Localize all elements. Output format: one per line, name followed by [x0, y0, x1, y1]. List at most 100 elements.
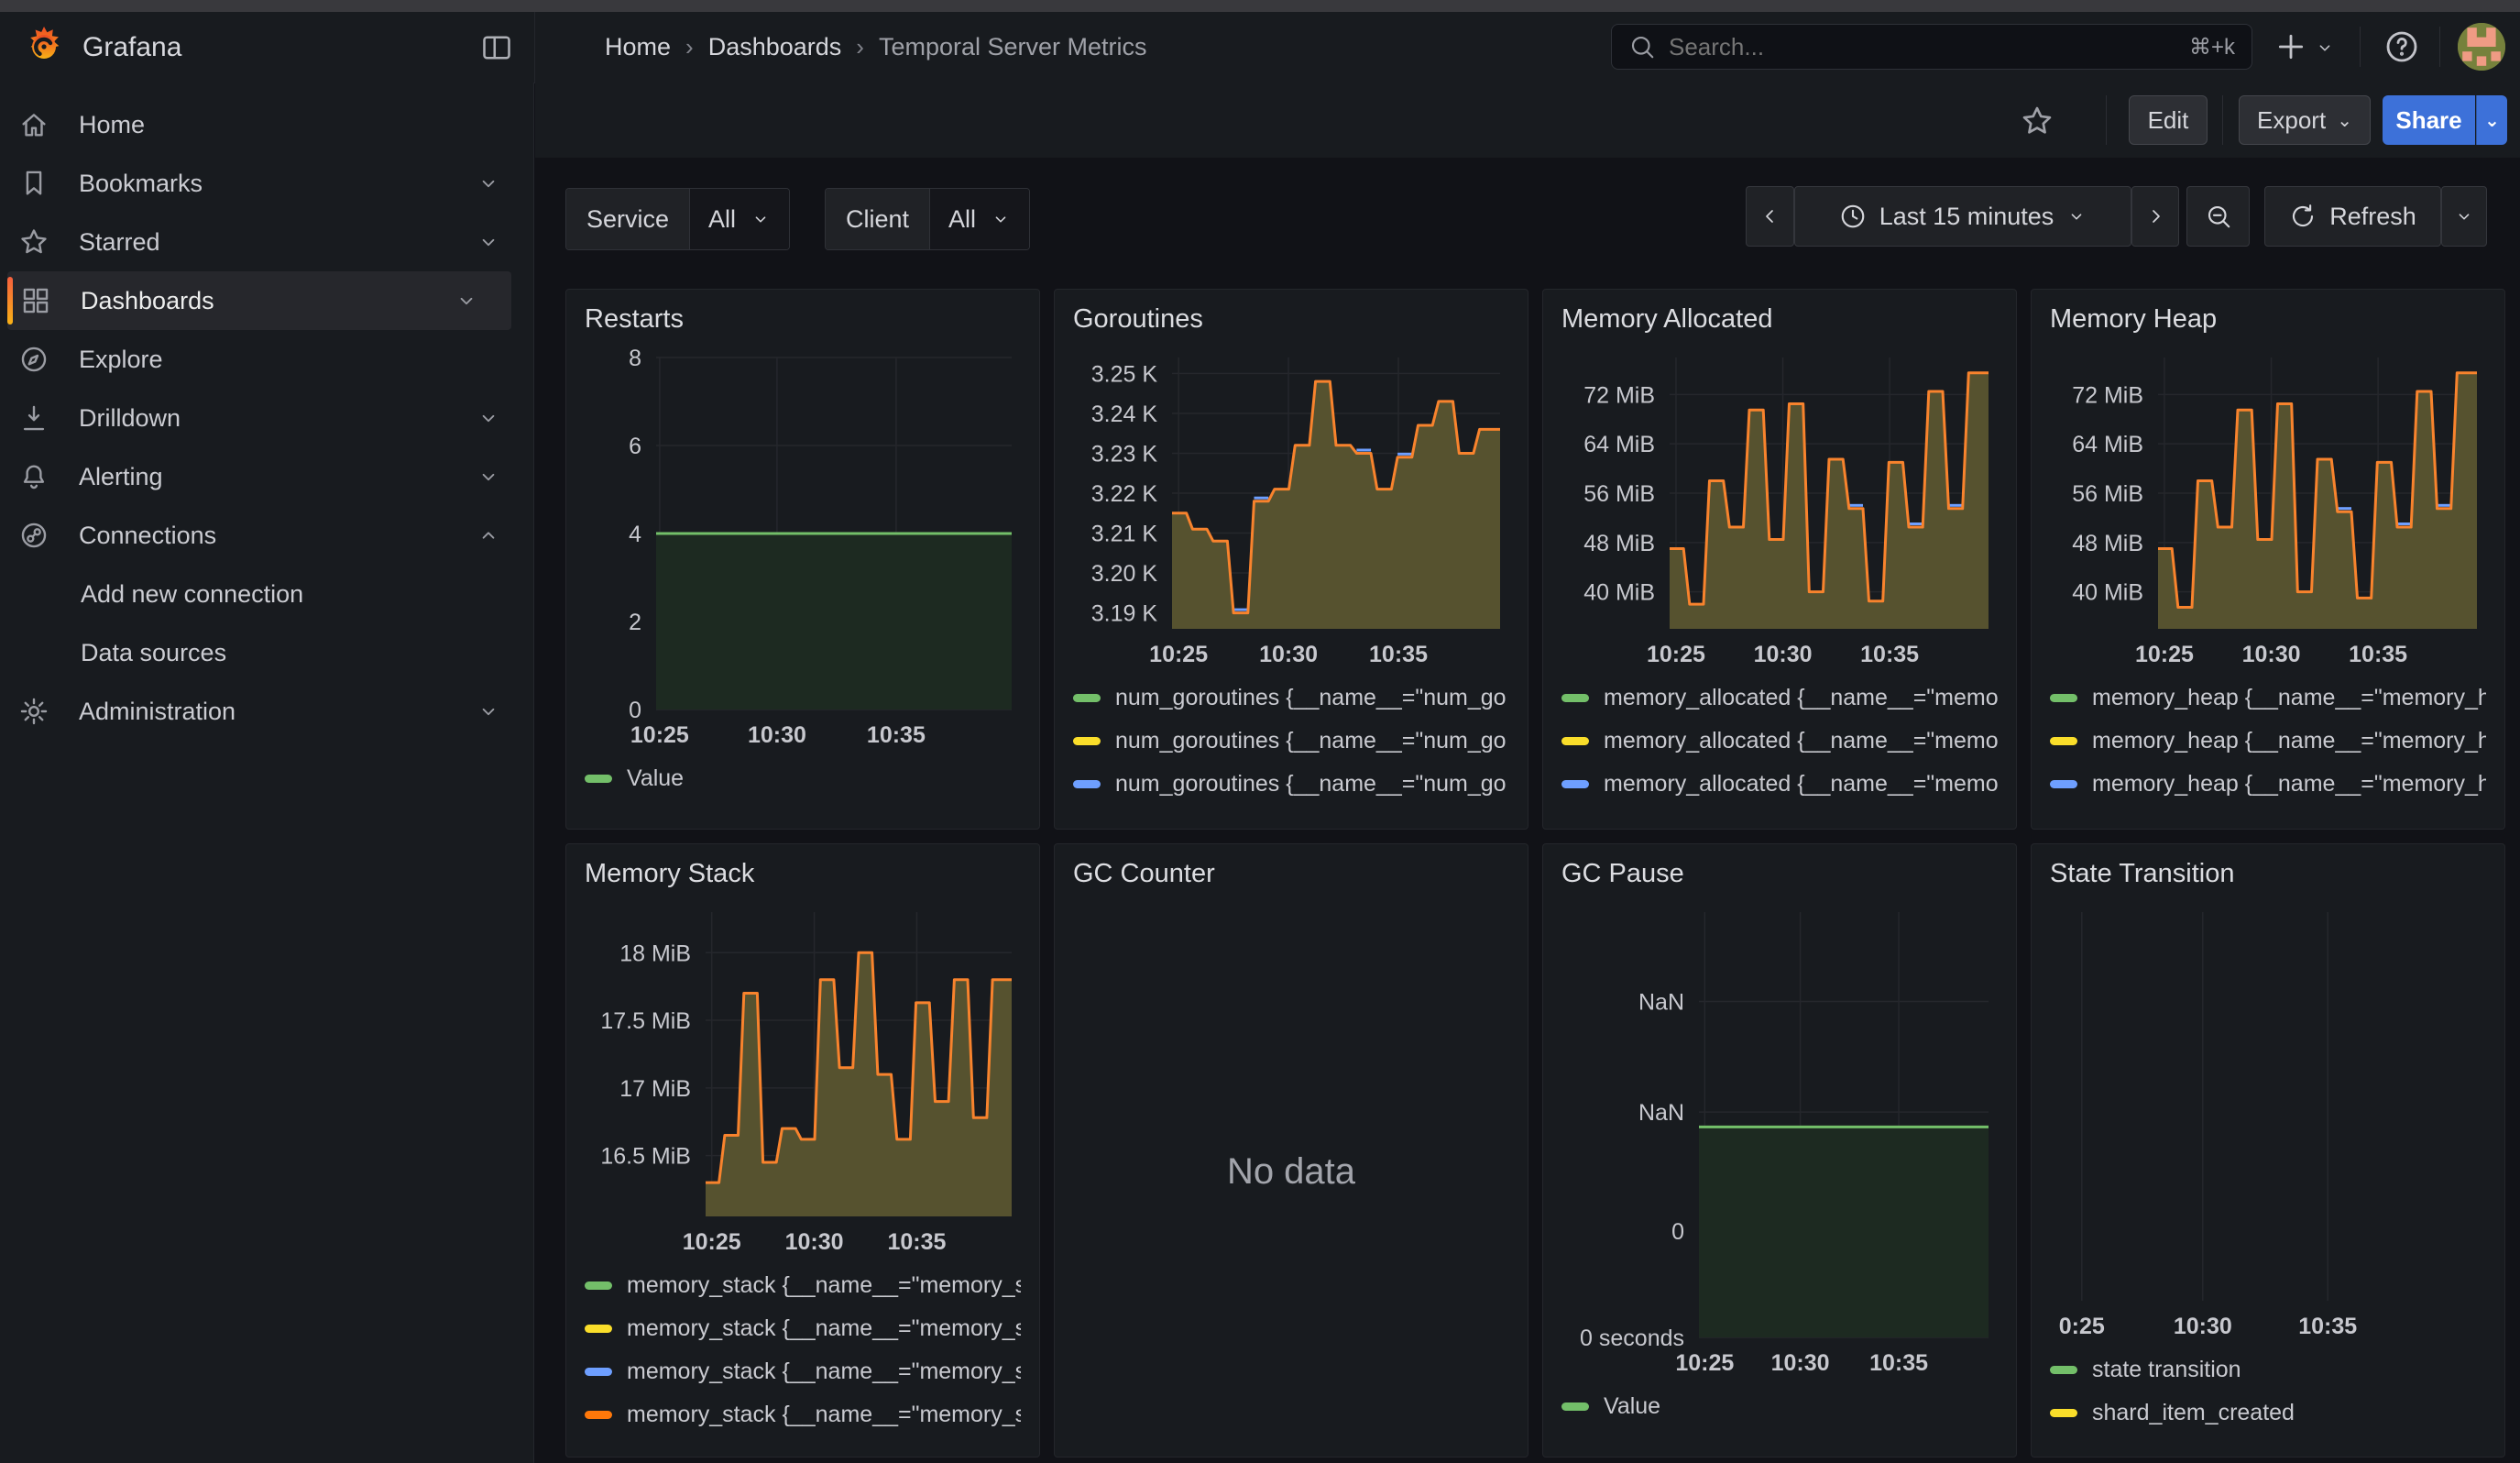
panel-title[interactable]: Goroutines — [1073, 304, 1509, 345]
legend-item[interactable]: memory_stack {__name__="memory_s — [585, 1264, 1021, 1307]
chart-svg[interactable]: NaNNaN00 seconds10:2510:3010:35 — [1561, 899, 1998, 1380]
time-zoom-out-button[interactable] — [2186, 186, 2250, 247]
legend-series-label: Value — [627, 765, 684, 792]
time-shift-back-button[interactable] — [1746, 186, 1794, 247]
export-button[interactable]: Export ⌄ — [2239, 95, 2371, 145]
favorite-star-button[interactable] — [2014, 103, 2060, 142]
chart-area[interactable]: 3.25 K3.24 K3.23 K3.22 K3.21 K3.20 K3.19… — [1073, 345, 1509, 671]
sidebar-item-explore[interactable]: Explore — [0, 330, 533, 389]
chart-area[interactable]: 72 MiB64 MiB56 MiB48 MiB40 MiB10:2510:30… — [2050, 345, 2486, 671]
panel-title[interactable]: GC Pause — [1561, 859, 1998, 899]
chart-svg[interactable]: 8642010:2510:3010:35 — [585, 345, 1021, 752]
chart-area[interactable]: 8642010:2510:3010:35 — [585, 345, 1021, 752]
header: Grafana Home › Dashboards › Temporal Ser… — [0, 12, 2520, 83]
legend-item[interactable]: memory_stack {__name__="memory_s — [585, 1307, 1021, 1350]
svg-text:10:25: 10:25 — [1675, 1350, 1734, 1376]
sidebar-item-starred[interactable]: Starred — [0, 213, 533, 271]
refresh-interval-caret-button[interactable] — [2441, 186, 2487, 247]
legend-series-color — [2050, 780, 2077, 788]
chart-area[interactable]: 72 MiB64 MiB56 MiB48 MiB40 MiB10:2510:30… — [1561, 345, 1998, 671]
legend-series-label: num_goroutines {__name__="num_go — [1115, 728, 1507, 754]
legend-item[interactable]: Value — [585, 757, 1021, 800]
question-circle-icon — [2383, 28, 2420, 65]
legend-item[interactable]: shard_item_created — [2050, 1392, 2486, 1435]
svg-text:72 MiB: 72 MiB — [1583, 382, 1655, 408]
client-filter-value[interactable]: All — [930, 189, 1029, 249]
refresh-button[interactable]: Refresh — [2264, 186, 2441, 247]
svg-text:3.19 K: 3.19 K — [1091, 601, 1158, 627]
legend-item[interactable]: memory_heap {__name__="memory_h — [2050, 806, 2486, 816]
panel-grid: Restarts8642010:2510:3010:35 Value Gorouti… — [565, 289, 2505, 1458]
add-new-caret-button[interactable] — [2315, 38, 2335, 60]
legend-item[interactable]: num_goroutines {__name__="num_go — [1073, 720, 1509, 763]
svg-text:10:25: 10:25 — [1149, 642, 1208, 667]
legend-item[interactable]: memory_stack {__name__="memory_s — [585, 1393, 1021, 1436]
search-input[interactable] — [1667, 32, 2189, 62]
chart-area[interactable]: NaNNaN00 seconds10:2510:3010:35 — [1561, 899, 1998, 1380]
panel-goroutines: Goroutines3.25 K3.24 K3.23 K3.22 K3.21 K… — [1054, 289, 1528, 830]
edit-button[interactable]: Edit — [2129, 95, 2208, 145]
legend-item[interactable]: memory_heap {__name__="memory_h — [2050, 676, 2486, 720]
sidebar-item-dashboards[interactable]: Dashboards — [7, 271, 511, 330]
sidebar-item-bookmarks[interactable]: Bookmarks — [0, 154, 533, 213]
chart-area[interactable]: 0:2510:3010:35 — [2050, 899, 2486, 1343]
panel-title[interactable]: Memory Allocated — [1561, 304, 1998, 345]
panel-title[interactable]: Memory Stack — [585, 859, 1021, 899]
panel-legend: num_goroutines {__name__="num_gonum_goro… — [1073, 676, 1509, 816]
search-box[interactable]: ⌘+k — [1611, 24, 2252, 70]
legend-item[interactable]: memory_allocated {__name__="memo — [1561, 720, 1998, 763]
legend-item[interactable]: memory_allocated {__name__="memo — [1561, 676, 1998, 720]
legend-item[interactable]: memory_heap {__name__="memory_h — [2050, 763, 2486, 806]
svg-text:NaN: NaN — [1638, 989, 1684, 1015]
chart-svg[interactable]: 72 MiB64 MiB56 MiB48 MiB40 MiB10:2510:30… — [2050, 345, 2486, 671]
sidebar-item-add-new-connection[interactable]: Add new connection — [0, 565, 533, 623]
legend-item[interactable]: Value — [1561, 1385, 1998, 1428]
time-range-picker[interactable]: Last 15 minutes — [1794, 186, 2131, 247]
panel-title[interactable]: State Transition — [2050, 859, 2486, 899]
legend-item[interactable]: memory_allocated {__name__="memo — [1561, 806, 1998, 816]
drilldown-icon — [18, 402, 49, 434]
breadcrumb-separator-icon: › — [685, 33, 694, 61]
sidebar-item-data-sources[interactable]: Data sources — [0, 623, 533, 682]
home-icon — [18, 109, 49, 140]
chart-svg[interactable]: 72 MiB64 MiB56 MiB48 MiB40 MiB10:2510:30… — [1561, 345, 1998, 671]
legend-item[interactable]: memory_allocated {__name__="memo — [1561, 763, 1998, 806]
legend-item[interactable]: state transition — [2050, 1348, 2486, 1392]
service-filter-value[interactable]: All — [690, 189, 789, 249]
svg-text:10:35: 10:35 — [2349, 642, 2407, 667]
chart-area[interactable]: 18 MiB17.5 MiB17 MiB16.5 MiB10:2510:3010… — [585, 899, 1021, 1259]
legend-item[interactable]: num_goroutines {__name__="num_go — [1073, 763, 1509, 806]
svg-text:10:25: 10:25 — [630, 722, 689, 748]
chart-svg[interactable]: 18 MiB17.5 MiB17 MiB16.5 MiB10:2510:3010… — [585, 899, 1021, 1259]
chart-svg[interactable]: 3.25 K3.24 K3.23 K3.22 K3.21 K3.20 K3.19… — [1073, 345, 1509, 671]
chart-svg[interactable]: 0:2510:3010:35 — [2050, 899, 2486, 1343]
panel-title[interactable]: Restarts — [585, 304, 1021, 345]
share-button[interactable]: Share — [2383, 95, 2475, 145]
legend-item[interactable]: memory_stack {__name__="memory_s — [585, 1350, 1021, 1393]
sidebar-item-drilldown[interactable]: Drilldown — [0, 389, 533, 447]
sidebar-toggle-icon[interactable] — [475, 30, 511, 65]
breadcrumb-home[interactable]: Home — [605, 33, 671, 61]
legend-series-label: memory_allocated {__name__="memo — [1604, 685, 1998, 711]
legend-series-color — [1073, 737, 1101, 745]
svg-text:40 MiB: 40 MiB — [2072, 580, 2143, 606]
legend-item[interactable]: memory_heap {__name__="memory_h — [2050, 720, 2486, 763]
add-new-button[interactable] — [2273, 28, 2309, 68]
help-button[interactable] — [2383, 28, 2420, 68]
chart-area[interactable]: No data — [1073, 899, 1509, 1444]
breadcrumb-dashboards[interactable]: Dashboards — [708, 33, 842, 61]
share-caret-button[interactable]: ⌄ — [2476, 95, 2507, 145]
sidebar-item-connections[interactable]: Connections — [0, 506, 533, 565]
sidebar-item-alerting[interactable]: Alerting — [0, 447, 533, 506]
legend-item[interactable]: num_goroutines {__name__="num_go — [1073, 676, 1509, 720]
legend-item[interactable]: num_goroutines {__name__="num_go — [1073, 806, 1509, 816]
home-icon — [18, 109, 49, 140]
panel-title[interactable]: GC Counter — [1073, 859, 1509, 899]
panel-title[interactable]: Memory Heap — [2050, 304, 2486, 345]
bookmark-icon — [18, 168, 49, 199]
sidebar-item-administration[interactable]: Administration — [0, 682, 533, 741]
time-shift-forward-button[interactable] — [2131, 186, 2179, 247]
sidebar-item-home[interactable]: Home — [0, 95, 533, 154]
explore-icon — [18, 344, 49, 375]
user-avatar[interactable] — [2458, 23, 2505, 71]
